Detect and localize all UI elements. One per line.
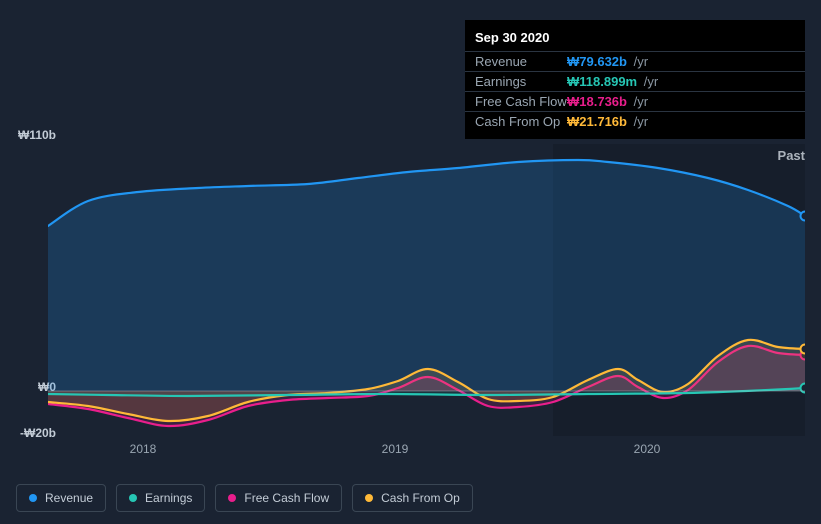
y-axis-label: ₩110b — [16, 128, 56, 142]
series-revenue-area — [48, 160, 805, 391]
legend-item-cash-from-op[interactable]: Cash From Op — [352, 484, 473, 512]
legend-item-earnings[interactable]: Earnings — [116, 484, 205, 512]
x-axis-label: 2020 — [634, 442, 661, 456]
tooltip-date: Sep 30 2020 — [465, 28, 805, 51]
legend-item-free-cash-flow[interactable]: Free Cash Flow — [215, 484, 342, 512]
tooltip-row: Cash From Op₩21.716b /yr — [465, 111, 805, 131]
legend-label: Revenue — [45, 491, 93, 505]
tooltip-label: Earnings — [475, 74, 567, 89]
legend-dot-icon — [129, 494, 137, 502]
tooltip-label: Free Cash Flow — [475, 94, 567, 109]
tooltip-row: Revenue₩79.632b /yr — [465, 51, 805, 71]
legend-dot-icon — [228, 494, 236, 502]
tooltip-value: ₩21.716b /yr — [567, 114, 795, 129]
tooltip-label: Revenue — [475, 54, 567, 69]
x-axis-label: 2018 — [130, 442, 157, 456]
chart-plot[interactable] — [48, 144, 805, 436]
series-cash_from_op-end-dot — [801, 345, 806, 354]
tooltip-value: ₩79.632b /yr — [567, 54, 795, 69]
chart-container: ₩110b₩0-₩20b Past 201820192020 — [16, 120, 805, 470]
legend-label: Cash From Op — [381, 491, 460, 505]
tooltip-label: Cash From Op — [475, 114, 567, 129]
x-axis-label: 2019 — [382, 442, 409, 456]
legend-dot-icon — [29, 494, 37, 502]
series-revenue-end-dot — [801, 212, 806, 221]
tooltip-value: ₩18.736b /yr — [567, 94, 795, 109]
tooltip-row: Free Cash Flow₩18.736b /yr — [465, 91, 805, 111]
tooltip-value: ₩118.899m /yr — [567, 74, 795, 89]
legend-item-revenue[interactable]: Revenue — [16, 484, 106, 512]
legend-label: Free Cash Flow — [244, 491, 329, 505]
tooltip-card: Sep 30 2020 Revenue₩79.632b /yrEarnings₩… — [465, 20, 805, 139]
legend-label: Earnings — [145, 491, 192, 505]
tooltip-row: Earnings₩118.899m /yr — [465, 71, 805, 91]
legend: Revenue Earnings Free Cash Flow Cash From O… — [16, 484, 473, 512]
legend-dot-icon — [365, 494, 373, 502]
